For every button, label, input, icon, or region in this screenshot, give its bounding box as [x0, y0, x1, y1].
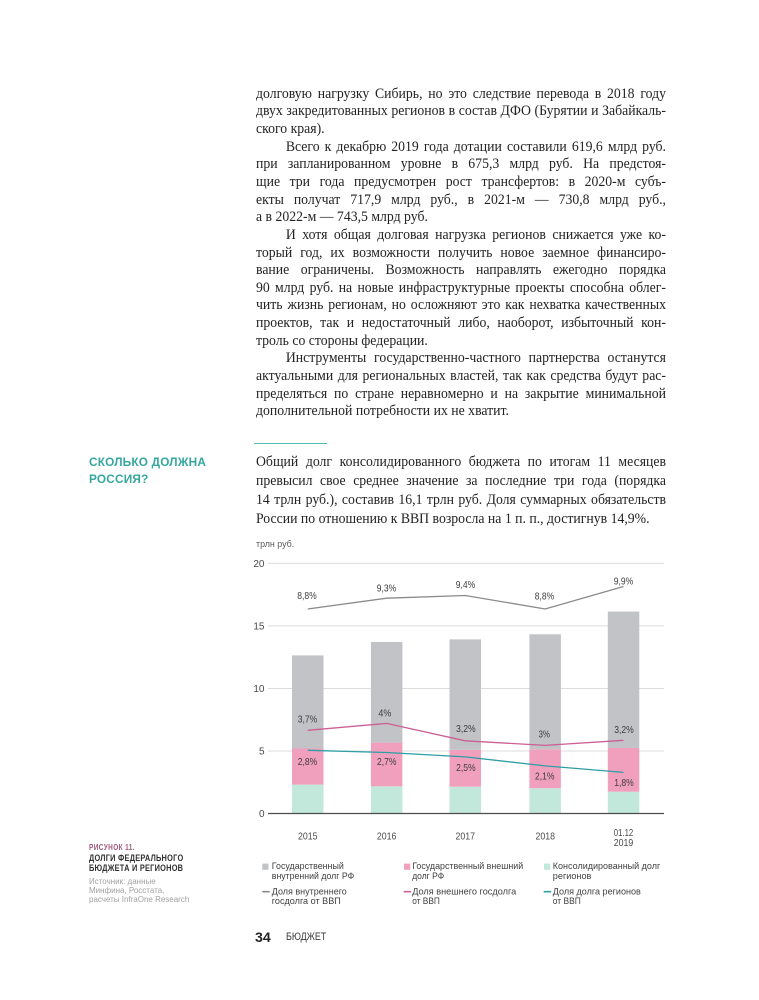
svg-text:Консолидированный долг: Консолидированный долг: [553, 861, 661, 872]
svg-text:0: 0: [259, 809, 265, 820]
svg-text:2,7%: 2,7%: [377, 756, 397, 768]
svg-text:15: 15: [253, 622, 265, 633]
svg-text:внутренний долг РФ: внутренний долг РФ: [272, 871, 355, 882]
svg-text:5: 5: [259, 747, 265, 758]
svg-text:9,4%: 9,4%: [456, 579, 476, 591]
svg-text:10: 10: [253, 684, 265, 695]
svg-text:9,3%: 9,3%: [377, 582, 397, 594]
svg-text:Государственный внешний: Государственный внешний: [412, 861, 523, 872]
svg-text:20: 20: [253, 559, 265, 570]
svg-text:3,2%: 3,2%: [614, 724, 634, 736]
svg-text:долг РФ: долг РФ: [412, 871, 444, 882]
svg-text:2016: 2016: [377, 830, 397, 842]
svg-text:2015: 2015: [298, 830, 318, 842]
svg-text:Доля внешнего госдолга: Доля внешнего госдолга: [412, 886, 517, 897]
svg-text:2,1%: 2,1%: [535, 770, 555, 782]
svg-text:регионов: регионов: [553, 871, 592, 882]
svg-text:Государственный: Государственный: [272, 861, 344, 872]
svg-text:3,7%: 3,7%: [298, 714, 318, 726]
svg-text:Доля долга регионов: Доля долга регионов: [553, 886, 641, 897]
svg-text:8,8%: 8,8%: [535, 591, 555, 603]
svg-text:3%: 3%: [538, 729, 550, 741]
svg-text:8,8%: 8,8%: [297, 590, 317, 602]
svg-text:госдолга от ВВП: госдолга от ВВП: [272, 896, 341, 907]
svg-text:01.12: 01.12: [614, 827, 634, 839]
svg-text:9,9%: 9,9%: [614, 575, 634, 587]
svg-text:2019: 2019: [614, 837, 634, 849]
svg-text:2,5%: 2,5%: [456, 762, 476, 774]
svg-text:от ВВП: от ВВП: [553, 896, 581, 907]
svg-text:3,2%: 3,2%: [456, 723, 476, 735]
svg-text:1,8%: 1,8%: [614, 777, 634, 789]
svg-text:4%: 4%: [378, 708, 391, 720]
svg-text:2,8%: 2,8%: [298, 756, 318, 768]
svg-text:2018: 2018: [535, 830, 555, 842]
svg-text:Доля внутреннего: Доля внутреннего: [272, 886, 347, 897]
svg-text:2017: 2017: [456, 830, 476, 842]
svg-text:от ВВП: от ВВП: [412, 896, 440, 907]
